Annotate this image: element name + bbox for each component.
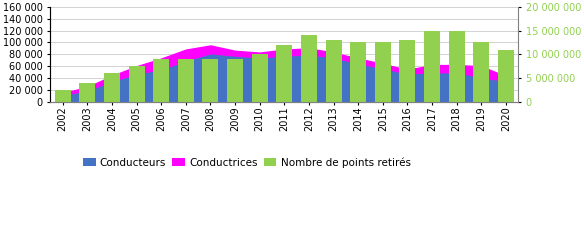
Bar: [128, 66, 145, 102]
Bar: [55, 90, 71, 102]
Bar: [473, 43, 489, 102]
Bar: [399, 40, 415, 102]
Bar: [153, 59, 169, 102]
Bar: [301, 35, 317, 102]
Bar: [203, 59, 218, 102]
Bar: [276, 45, 293, 102]
Legend: Conducteurs, Conductrices, Nombre de points retirés: Conducteurs, Conductrices, Nombre de poi…: [79, 153, 415, 172]
Bar: [227, 59, 243, 102]
Bar: [178, 59, 194, 102]
Bar: [252, 54, 267, 102]
Bar: [424, 31, 440, 102]
Bar: [79, 83, 95, 102]
Bar: [104, 73, 120, 102]
Bar: [350, 43, 366, 102]
Bar: [498, 50, 514, 102]
Bar: [375, 43, 391, 102]
Bar: [325, 40, 342, 102]
Bar: [449, 31, 465, 102]
